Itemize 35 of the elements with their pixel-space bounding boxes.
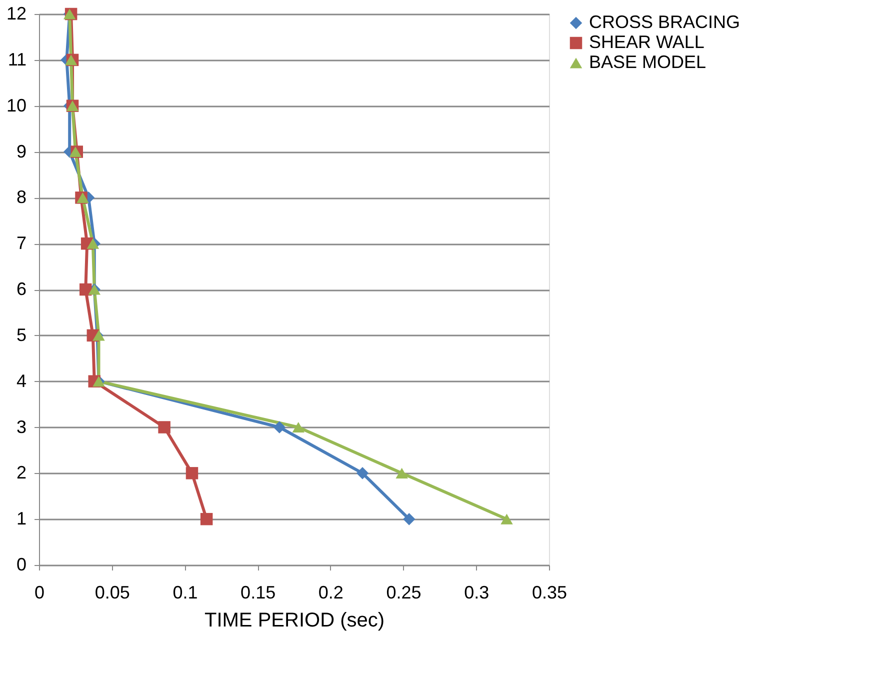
x-tick-label: 0.2 — [318, 582, 344, 602]
x-tick-label: 0.3 — [464, 582, 490, 602]
y-tick-label: 2 — [16, 462, 26, 483]
x-tick-label: 0.05 — [94, 582, 130, 602]
x-axis-title: TIME PERIOD (sec) — [204, 610, 385, 632]
y-tick-label: 9 — [16, 141, 26, 162]
x-tick-label: 0 — [34, 582, 45, 602]
x-tick-label: 0.15 — [240, 582, 276, 602]
y-tick-label: 10 — [6, 95, 26, 116]
legend-label: SHEAR WALL — [589, 32, 704, 52]
y-tick-label: 7 — [16, 233, 26, 254]
x-tick-label: 0.35 — [532, 582, 568, 602]
point — [158, 421, 170, 434]
x-tick-label: 0.1 — [172, 582, 198, 602]
y-tick-label: 8 — [16, 187, 26, 208]
point — [186, 467, 198, 480]
point — [292, 422, 304, 433]
y-tick-label: 6 — [16, 279, 26, 299]
legend-label: BASE MODEL — [589, 52, 706, 72]
point — [500, 514, 513, 524]
y-tick-label: 11 — [8, 49, 26, 70]
point — [80, 283, 92, 296]
x-tick-label: 0.25 — [386, 582, 422, 602]
point — [402, 512, 416, 526]
y-tick-label: 3 — [16, 416, 26, 437]
point — [396, 468, 408, 478]
point — [273, 421, 286, 434]
y-tick-label: 4 — [16, 370, 26, 391]
y-tick-label: 5 — [16, 324, 26, 345]
point — [200, 512, 213, 526]
y-tick-label: 12 — [6, 4, 26, 24]
point — [356, 467, 369, 480]
y-tick-label: 1 — [16, 508, 26, 529]
legend-label: CROSS BRACING — [589, 12, 740, 32]
y-tick-label: 0 — [16, 554, 26, 574]
